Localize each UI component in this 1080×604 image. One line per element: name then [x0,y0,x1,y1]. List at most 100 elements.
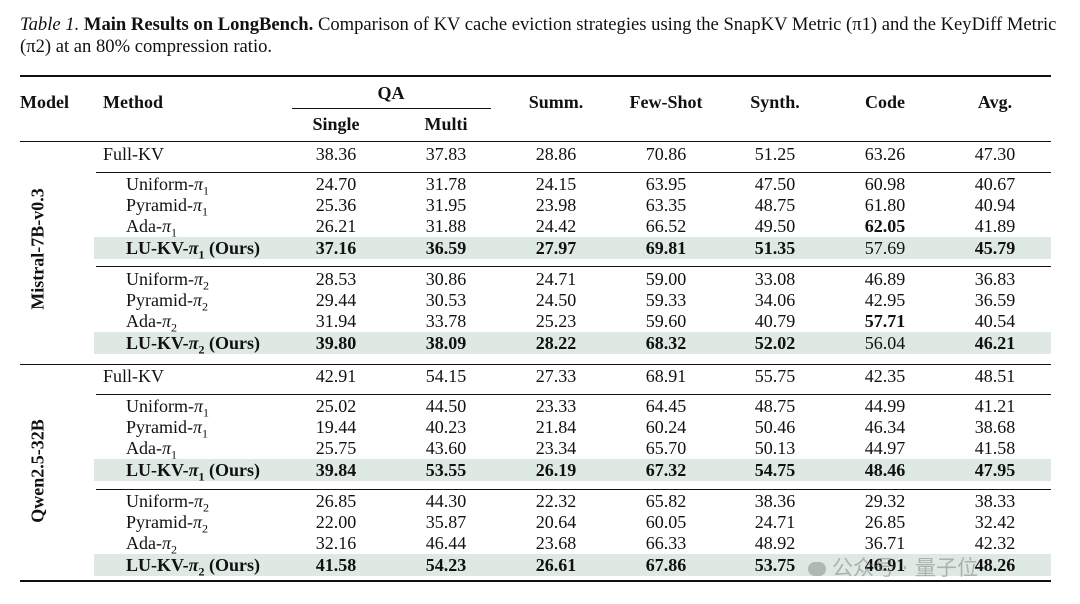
score-cell: 65.70 [645,438,687,459]
header-qa: QA [377,83,405,103]
score-cell: 49.50 [754,216,796,237]
header-summ: Summ. [528,92,584,112]
score-cell: 54.23 [425,554,467,575]
group-rule [96,266,1051,267]
ours-highlight-row [94,236,1051,259]
bottom-rule [20,580,1051,582]
score-cell: 46.89 [864,269,906,289]
score-cell: 60.05 [645,512,687,533]
score-cell: 67.32 [645,459,687,480]
score-cell: 64.45 [645,396,687,416]
caption-text: Comparison of KV cache eviction strategi… [20,14,1057,57]
score-cell: 21.84 [535,417,577,438]
method-name: Uniform-π2 [126,491,210,515]
score-cell: 52.02 [754,332,796,353]
method-name: Uniform-π2 [126,269,210,293]
score-cell: 50.13 [754,438,796,459]
score-cell: 48.92 [754,533,796,554]
score-cell: 23.33 [535,396,577,416]
score-cell: 31.94 [315,311,357,332]
score-cell: 44.99 [864,396,906,416]
score-cell: 39.80 [315,332,357,353]
top-rule [20,75,1051,77]
method-name: Uniform-π1 [126,174,210,198]
score-cell: 19.44 [315,417,357,438]
score-cell: 25.36 [315,195,357,216]
watermark-text: 公众号 · 量子位 [832,556,979,580]
method-name: Uniform-π1 [126,396,210,420]
score-cell: 26.19 [535,459,577,480]
score-cell: 36.59 [425,237,467,258]
score-cell: 26.21 [315,216,357,237]
score-cell: 55.75 [754,366,796,386]
header-code: Code [865,92,905,112]
score-cell: 40.79 [754,311,796,332]
score-cell: 24.50 [535,290,577,311]
score-cell: 50.46 [754,417,796,438]
score-cell: 25.02 [315,396,357,416]
score-cell: 38.33 [974,491,1016,511]
method-name: LU-KV-π2 (Ours) [126,554,260,579]
header-single: Single [312,114,360,134]
score-cell: 54.15 [425,366,467,386]
score-cell: 36.59 [974,290,1016,311]
score-cell: 60.24 [645,417,687,438]
score-cell: 37.16 [315,237,357,258]
score-cell: 25.75 [315,438,357,459]
score-cell: 29.44 [315,290,357,311]
method-name: Full-KV [103,144,165,164]
score-cell: 32.16 [315,533,357,554]
ours-highlight-row [94,458,1051,481]
score-cell: 41.21 [974,396,1016,416]
score-cell: 53.75 [754,554,796,575]
score-cell: 26.85 [864,512,906,533]
score-cell: 44.97 [864,438,906,459]
score-cell: 27.33 [535,366,577,386]
header-multi: Multi [424,114,468,134]
score-cell: 40.67 [974,174,1016,194]
table-title: Main Results on LongBench. [83,14,314,35]
score-cell: 54.75 [754,459,796,480]
score-cell: 24.15 [535,174,577,194]
score-cell: 57.69 [864,237,906,258]
score-cell: 28.53 [315,269,357,289]
score-cell: 48.46 [864,459,906,480]
method-name: LU-KV-π1 (Ours) [126,237,260,262]
score-cell: 24.70 [315,174,357,194]
group-rule [96,172,1051,173]
model-separator-rule [20,364,1051,365]
score-cell: 23.34 [535,438,577,459]
header-method: Method [103,92,163,112]
score-cell: 47.50 [754,174,796,194]
score-cell: 36.83 [974,269,1016,289]
score-cell: 44.30 [425,491,467,511]
score-cell: 28.86 [535,144,577,164]
method-name: Ada-π2 [126,533,178,557]
score-cell: 47.30 [974,144,1016,164]
score-cell: 38.68 [974,417,1016,438]
method-name: Pyramid-π2 [126,290,209,314]
group-rule [96,489,1051,490]
score-cell: 35.87 [425,512,467,533]
score-cell: 51.25 [754,144,796,164]
score-cell: 42.35 [864,366,906,386]
method-name: Full-KV [103,366,165,386]
score-cell: 38.36 [315,144,357,164]
score-cell: 38.09 [425,332,467,353]
score-cell: 22.00 [315,512,357,533]
method-name: Pyramid-π1 [126,195,209,219]
score-cell: 40.94 [974,195,1016,216]
score-cell: 20.64 [535,512,577,533]
model-name: Mistral-7B-v0.3 [27,188,48,310]
score-cell: 62.05 [864,216,906,237]
method-name: Ada-π2 [126,311,178,335]
score-cell: 26.61 [535,554,577,575]
method-name: Ada-π1 [126,438,178,462]
score-cell: 24.71 [754,512,796,533]
score-cell: 34.06 [754,290,796,311]
score-cell: 68.32 [645,332,687,353]
score-cell: 24.71 [535,269,577,289]
wechat-icon [808,562,826,576]
score-cell: 66.52 [645,216,687,237]
method-name: Pyramid-π2 [126,512,209,536]
